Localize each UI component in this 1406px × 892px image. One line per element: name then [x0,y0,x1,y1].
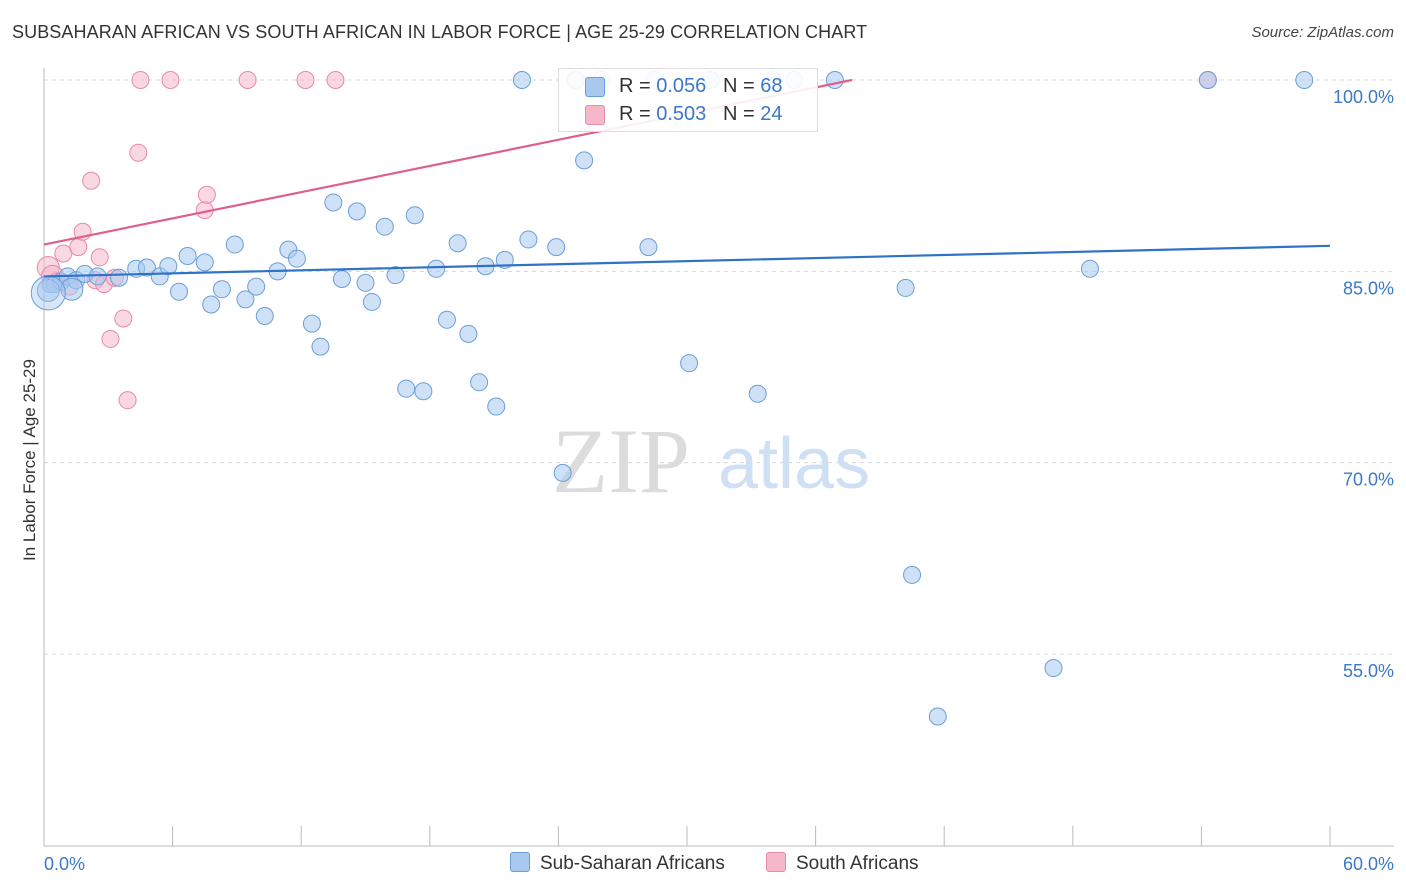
legend-swatch-pink [585,105,605,125]
subsaharan-point [397,379,416,398]
subsaharan-point [903,565,922,584]
subsaharan-point [356,273,375,292]
subsaharan-point [36,278,60,302]
y-tick-label: 55.0% [1343,661,1394,681]
subsaharan-point [332,269,351,288]
subsaharan-point [386,266,405,285]
subsaharan-point [405,206,424,225]
y-tick-label: 100.0% [1333,87,1394,107]
legend-label-southafrican: South Africans [796,853,919,874]
subsaharan-point [437,310,456,329]
x-axis-ticks [43,826,1331,846]
subsaharan-point [896,278,915,297]
subsaharan-point [88,267,107,286]
southafrican-point [129,143,148,162]
subsaharan-point [137,258,156,277]
southafrican-point [161,71,180,89]
subsaharan-point [414,382,433,401]
legend-item-southafrican: South Africans [766,852,919,875]
subsaharan-point [324,193,343,212]
subsaharan-point [287,249,306,268]
southafrican-point [326,71,345,89]
subsaharan-point [255,306,274,325]
subsaharan-point [110,268,129,287]
subsaharan-point [519,230,538,249]
subsaharan-point [347,202,366,221]
subsaharan-point [236,290,255,309]
subsaharan-point [928,707,947,726]
legend-swatch-subsaharan [510,852,530,872]
source-label: Source: ZipAtlas.com [1251,24,1394,41]
subsaharan-point [202,295,221,314]
y-axis-tick-labels: 55.0% 70.0% 85.0% 100.0% [1333,87,1394,681]
subsaharan-trend-line [43,244,1331,278]
southafrican-point [54,244,73,263]
subsaharan-point [470,373,489,392]
southafrican-point [238,71,257,89]
southafrican-point [90,248,109,267]
subsaharan-point [553,463,572,482]
watermark-atlas: atlas [718,424,870,504]
subsaharan-point [375,217,394,236]
subsaharan-point [195,253,214,272]
subsaharan-point [639,238,658,257]
subsaharan-point [459,324,478,343]
subsaharan-point [247,277,266,296]
subsaharan-point [1198,71,1217,89]
legend-label-subsaharan: Sub-Saharan Africans [540,853,725,874]
x-tick-label-min: 0.0% [44,854,85,874]
southafrican-point [296,71,315,89]
southafrican-point [101,329,120,348]
subsaharan-point [487,397,506,416]
subsaharan-point [159,257,178,276]
subsaharan-point [825,71,844,89]
subsaharan-point [448,234,467,253]
subsaharan-point [1295,71,1314,89]
y-tick-label: 85.0% [1343,278,1394,298]
subsaharan-point [60,277,84,301]
subsaharan-point [680,354,699,373]
legend-stats-pink: R = 0.503 N = 24 [619,103,783,125]
subsaharan-point [311,337,330,356]
watermark: ZIP atlas [552,410,870,512]
legend-item-subsaharan: Sub-Saharan Africans [510,852,725,875]
subsaharan-point [495,250,514,269]
stats-legend: R = 0.056 N = 68 R = 0.503 N = 24 [558,68,818,132]
subsaharan-africans-points [30,71,1314,726]
southafrican-point [131,71,150,89]
subsaharan-point [362,292,381,311]
subsaharan-point [302,314,321,333]
subsaharan-point [1080,259,1099,278]
subsaharan-point [512,71,531,89]
subsaharan-point [1044,659,1063,678]
y-tick-label: 70.0% [1343,470,1394,490]
x-tick-label-max: 60.0% [1343,854,1394,874]
southafrican-point [114,309,133,328]
subsaharan-point [225,235,244,254]
subsaharan-point [212,280,231,299]
subsaharan-point [575,151,594,170]
subsaharan-point-cluster [30,275,66,311]
subsaharan-point [748,384,767,403]
legend-swatch-blue [585,77,605,97]
subsaharan-point [547,238,566,257]
chart-title: SUBSAHARAN AFRICAN VS SOUTH AFRICAN IN L… [12,22,868,42]
southafrican-point [69,238,88,257]
watermark-zip: ZIP [552,410,690,512]
subsaharan-point [170,282,189,301]
southafrican-point [82,171,101,190]
axes [43,68,1394,847]
legend-stats-blue: R = 0.056 N = 68 [619,75,783,97]
gridlines [44,79,1394,655]
subsaharan-point [427,259,446,278]
legend-swatch-southafrican [766,852,786,872]
subsaharan-point [178,247,197,266]
southafrican-point [197,185,216,204]
southafrican-point [118,391,137,410]
